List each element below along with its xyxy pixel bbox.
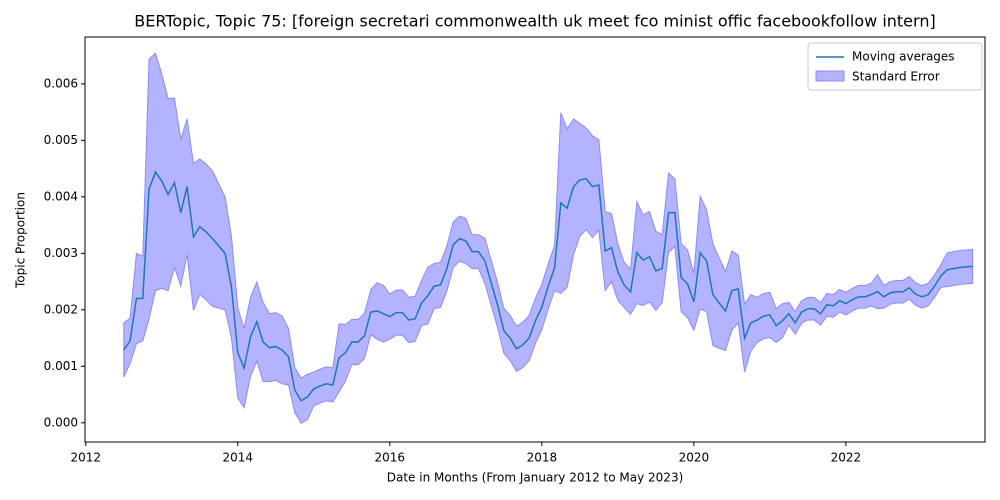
legend-label: Moving averages xyxy=(852,50,955,64)
plot-frame xyxy=(84,36,986,443)
x-tick-label: 2014 xyxy=(223,451,254,465)
legend-label: Standard Error xyxy=(852,70,940,84)
y-axis-label: Topic Proportion xyxy=(14,192,28,289)
y-tick-label: 0.003 xyxy=(44,246,78,260)
x-axis-label: Date in Months (From January 2012 to May… xyxy=(387,471,684,485)
legend-band-swatch xyxy=(815,70,845,82)
y-tick-label: 0.006 xyxy=(44,76,78,90)
y-tick-label: 0.000 xyxy=(44,415,78,429)
x-tick-label: 2012 xyxy=(70,451,101,465)
x-tick-label: 2018 xyxy=(527,451,558,465)
chart-title: BERTopic, Topic 75: [foreign secretari c… xyxy=(134,12,935,31)
x-tick-label: 2016 xyxy=(375,451,406,465)
legend-box xyxy=(807,42,983,91)
error-band xyxy=(123,52,974,425)
x-tick-label: 2020 xyxy=(679,451,710,465)
line xyxy=(123,170,973,402)
x-tick-label: 2022 xyxy=(831,451,862,465)
y-tick-label: 0.004 xyxy=(44,189,78,203)
y-tick-label: 0.001 xyxy=(44,359,78,373)
y-tick-label: 0.002 xyxy=(44,302,78,316)
y-tick-label: 0.005 xyxy=(44,133,78,147)
